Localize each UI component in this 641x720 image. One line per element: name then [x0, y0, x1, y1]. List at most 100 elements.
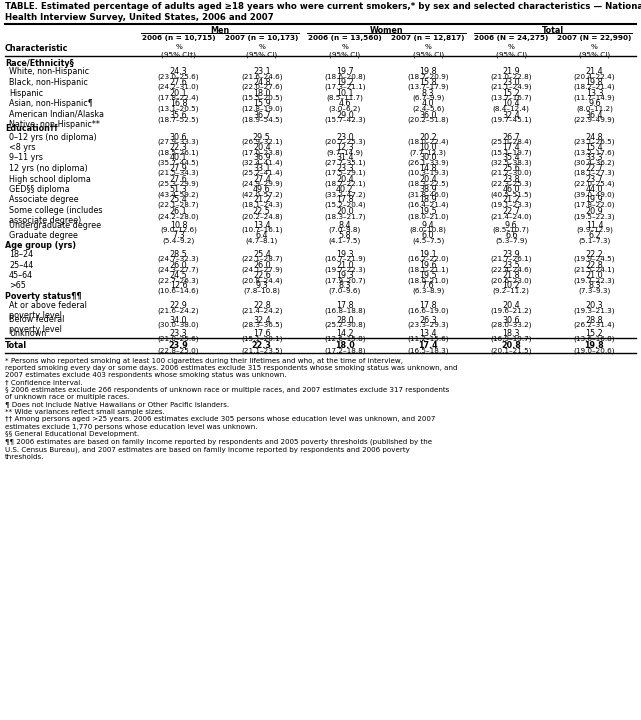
Text: (19.5–22.3): (19.5–22.3)	[574, 213, 615, 220]
Text: 27.9: 27.9	[170, 164, 188, 173]
Text: 19.3: 19.3	[336, 250, 354, 259]
Text: 20.8: 20.8	[501, 341, 521, 350]
Text: 36.9: 36.9	[253, 153, 271, 163]
Text: 26.0: 26.0	[253, 261, 271, 269]
Text: (40.5–51.5): (40.5–51.5)	[490, 191, 532, 197]
Text: (22.0–25.4): (22.0–25.4)	[574, 181, 615, 187]
Text: (8.5–11.7): (8.5–11.7)	[326, 94, 363, 101]
Text: ¶¶ 2006 estimates are based on family income reported by respondents and 2005 po: ¶¶ 2006 estimates are based on family in…	[5, 438, 432, 460]
Text: 20.3: 20.3	[586, 302, 603, 310]
Text: (28.0–33.2): (28.0–33.2)	[490, 322, 532, 328]
Text: (25.2–30.8): (25.2–30.8)	[324, 322, 365, 328]
Text: 23.0: 23.0	[503, 78, 520, 87]
Text: 26.3: 26.3	[419, 316, 437, 325]
Text: (39.0–49.0): (39.0–49.0)	[574, 191, 615, 197]
Text: (22.7–26.3): (22.7–26.3)	[158, 277, 199, 284]
Text: (20.2–51.8): (20.2–51.8)	[407, 117, 449, 123]
Text: (5.3–7.9): (5.3–7.9)	[495, 237, 528, 243]
Text: (18.0–21.0): (18.0–21.0)	[407, 213, 449, 220]
Text: (19.7–22.3): (19.7–22.3)	[574, 277, 615, 284]
Text: (22.3–25.3): (22.3–25.3)	[490, 181, 532, 187]
Text: (18.7–20.9): (18.7–20.9)	[407, 73, 449, 80]
Text: 18–24: 18–24	[9, 250, 33, 259]
Text: 13.4: 13.4	[419, 330, 437, 338]
Text: (17.0–23.8): (17.0–23.8)	[241, 149, 283, 156]
Text: 19.7: 19.7	[336, 68, 354, 76]
Text: (11.7–14.9): (11.7–14.9)	[574, 94, 615, 101]
Text: 6.6: 6.6	[505, 231, 517, 240]
Text: 9.3: 9.3	[255, 282, 268, 290]
Text: %
(95% CI): % (95% CI)	[579, 44, 610, 58]
Text: (18.1–24.3): (18.1–24.3)	[241, 202, 283, 208]
Text: 34.0: 34.0	[170, 316, 187, 325]
Text: 8.3: 8.3	[588, 282, 601, 290]
Text: (16.8–18.8): (16.8–18.8)	[324, 307, 365, 314]
Text: Asian, non-Hispanic¶: Asian, non-Hispanic¶	[9, 99, 93, 108]
Text: (24.2–31.0): (24.2–31.0)	[158, 84, 199, 91]
Text: 22.8: 22.8	[585, 261, 603, 269]
Text: 13.4: 13.4	[253, 220, 271, 230]
Text: (20.8–24.4): (20.8–24.4)	[241, 277, 283, 284]
Text: (19.7–22.3): (19.7–22.3)	[324, 266, 365, 273]
Text: (25.2–41.4): (25.2–41.4)	[241, 170, 283, 176]
Text: 23.0: 23.0	[336, 132, 354, 142]
Text: Age group (yrs): Age group (yrs)	[5, 241, 76, 251]
Text: 20.0: 20.0	[336, 207, 354, 216]
Text: (4.1–7.5): (4.1–7.5)	[329, 237, 361, 243]
Text: 15.2: 15.2	[585, 330, 603, 338]
Text: (23.0–25.6): (23.0–25.6)	[158, 73, 199, 80]
Text: 2006 (N = 24,275): 2006 (N = 24,275)	[474, 35, 549, 41]
Text: 11.4: 11.4	[586, 220, 603, 230]
Text: 25.4: 25.4	[253, 250, 271, 259]
Text: (20.2–24.8): (20.2–24.8)	[241, 213, 283, 220]
Text: (13.7–16.7): (13.7–16.7)	[490, 94, 532, 101]
Text: (32.5–38.3): (32.5–38.3)	[490, 160, 532, 166]
Text: (24.7–32.3): (24.7–32.3)	[158, 256, 199, 263]
Text: 21.8: 21.8	[503, 271, 520, 280]
Text: %
(95% CI†): % (95% CI†)	[161, 44, 196, 58]
Text: (24.2–28.0): (24.2–28.0)	[158, 213, 199, 220]
Text: (25.3–29.9): (25.3–29.9)	[158, 181, 199, 187]
Text: 15.8: 15.8	[419, 78, 437, 87]
Text: 6.2: 6.2	[588, 231, 601, 240]
Text: (4.7–8.1): (4.7–8.1)	[246, 237, 278, 243]
Text: 23.3: 23.3	[170, 330, 187, 338]
Text: (20.6–23.0): (20.6–23.0)	[490, 277, 532, 284]
Text: 10.1: 10.1	[336, 89, 354, 97]
Text: 6.4: 6.4	[256, 231, 268, 240]
Text: (24.1–27.9): (24.1–27.9)	[241, 266, 283, 273]
Text: (17.8–22.0): (17.8–22.0)	[574, 202, 615, 208]
Text: (17.3–21.1): (17.3–21.1)	[324, 84, 365, 91]
Text: 18.0: 18.0	[253, 89, 271, 97]
Text: 22.3: 22.3	[252, 341, 272, 350]
Text: (16.4–21.4): (16.4–21.4)	[407, 202, 449, 208]
Text: 24.8: 24.8	[586, 132, 603, 142]
Text: %
(95% CI): % (95% CI)	[495, 44, 527, 58]
Text: (9.2–11.2): (9.2–11.2)	[493, 287, 529, 294]
Text: 22.9: 22.9	[170, 302, 188, 310]
Text: (16.9–19.7): (16.9–19.7)	[490, 336, 532, 342]
Text: (35.7–44.5): (35.7–44.5)	[158, 160, 199, 166]
Text: (8.0–10.8): (8.0–10.8)	[410, 227, 447, 233]
Text: (21.6–24.6): (21.6–24.6)	[241, 73, 283, 80]
Text: 23.8: 23.8	[503, 174, 520, 184]
Text: (3.0–6.2): (3.0–6.2)	[329, 105, 361, 112]
Text: 2006 (n = 13,560): 2006 (n = 13,560)	[308, 35, 382, 41]
Text: (18.0–22.4): (18.0–22.4)	[407, 138, 449, 145]
Text: (22.1–28.7): (22.1–28.7)	[241, 256, 283, 263]
Text: 23.5: 23.5	[503, 261, 520, 269]
Text: 27.6: 27.6	[170, 174, 187, 184]
Text: (20.7–25.3): (20.7–25.3)	[324, 138, 365, 145]
Text: (9.7–14.9): (9.7–14.9)	[326, 149, 363, 156]
Text: (30.4–36.2): (30.4–36.2)	[574, 160, 615, 166]
Text: 36.4: 36.4	[586, 110, 603, 120]
Text: 22.8: 22.8	[253, 302, 271, 310]
Text: 35.4: 35.4	[503, 153, 520, 163]
Text: 23.1: 23.1	[253, 68, 271, 76]
Text: 36.0: 36.0	[419, 110, 437, 120]
Text: (21.7–26.1): (21.7–26.1)	[490, 256, 532, 263]
Text: (24.3–27.7): (24.3–27.7)	[158, 266, 199, 273]
Text: 28.5: 28.5	[170, 250, 187, 259]
Text: 21.0: 21.0	[586, 271, 603, 280]
Text: (22.1–28.7): (22.1–28.7)	[158, 202, 199, 208]
